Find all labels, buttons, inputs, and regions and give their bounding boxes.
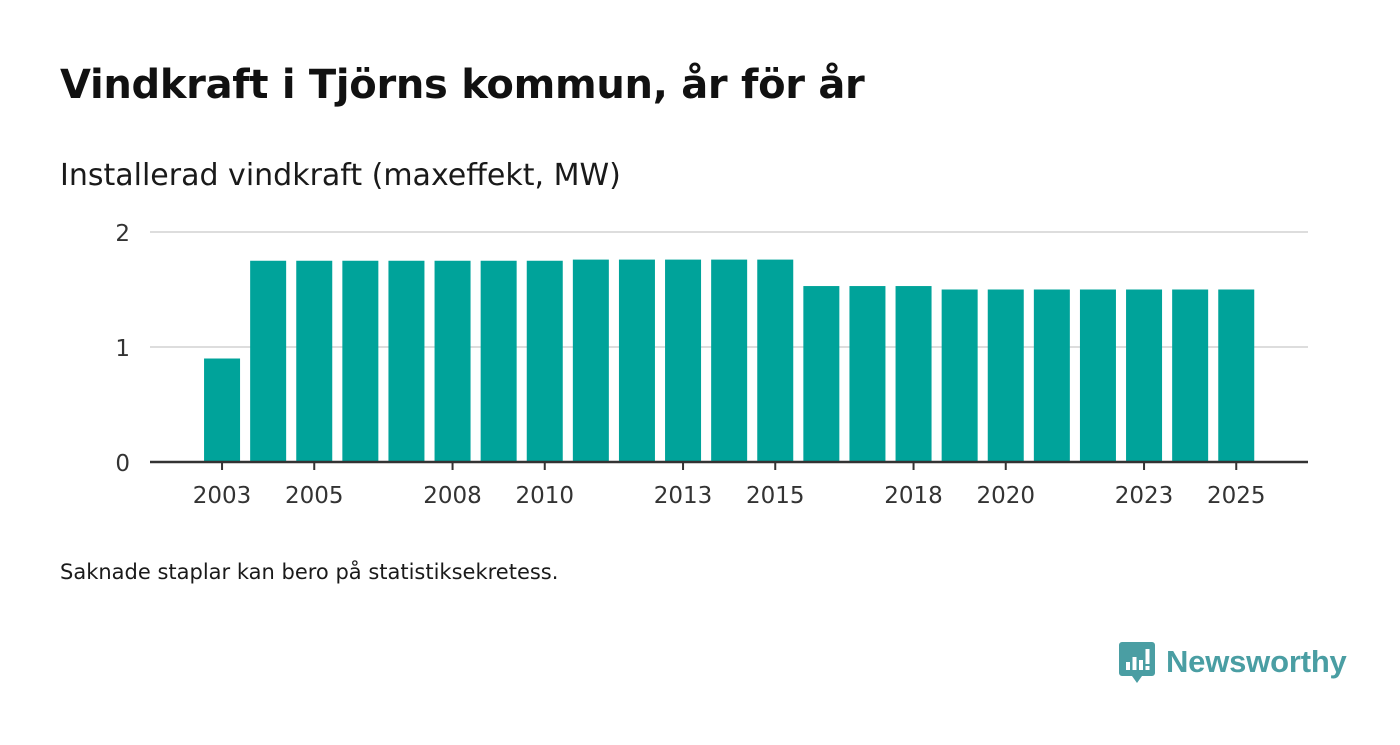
x-tick-label: 2023 (1115, 483, 1174, 509)
chart-subtitle: Installerad vindkraft (maxeffekt, MW) (60, 158, 621, 193)
bar-2010 (526, 260, 563, 462)
bar-2007 (388, 260, 425, 462)
x-tick-label: 2015 (746, 483, 805, 509)
bar-2013 (665, 259, 702, 462)
bar-2005 (296, 260, 333, 462)
x-tick-label: 2018 (884, 483, 943, 509)
bar-2006 (342, 260, 379, 462)
chart-title: Vindkraft i Tjörns kommun, år för år (60, 62, 865, 108)
x-tick-label: 2025 (1207, 483, 1266, 509)
bar-2016 (803, 286, 840, 462)
brand-logo: Newsworthy (1118, 640, 1347, 684)
bar-2025 (1218, 289, 1255, 462)
bar-2014 (711, 259, 748, 462)
x-tick-label: 2020 (976, 483, 1035, 509)
newsworthy-logo-icon (1119, 642, 1155, 683)
bar-2021 (1033, 289, 1070, 462)
y-tick-label: 1 (115, 336, 130, 362)
bar-2024 (1172, 289, 1209, 462)
footnote: Saknade staplar kan bero på statistiksek… (60, 560, 559, 584)
bar-2020 (987, 289, 1024, 462)
bar-2003 (204, 358, 241, 462)
bar-2011 (572, 259, 609, 462)
x-tick-label: 2005 (285, 483, 344, 509)
bar-2019 (941, 289, 978, 462)
bar-2022 (1079, 289, 1116, 462)
bar-2015 (757, 259, 794, 462)
x-tick-label: 2013 (654, 483, 713, 509)
y-tick-label: 0 (115, 451, 130, 477)
x-tick-label: 2010 (515, 483, 574, 509)
bar-2004 (250, 260, 287, 462)
bar-2008 (434, 260, 471, 462)
bar-2023 (1126, 289, 1163, 462)
bar-2009 (480, 260, 517, 462)
x-tick-label: 2003 (193, 483, 252, 509)
bar-2017 (849, 286, 886, 462)
y-tick-label: 2 (115, 221, 130, 247)
bar-2018 (895, 286, 932, 462)
brand-name: Newsworthy (1166, 644, 1347, 679)
bar-2012 (618, 259, 655, 462)
x-tick-label: 2008 (423, 483, 482, 509)
